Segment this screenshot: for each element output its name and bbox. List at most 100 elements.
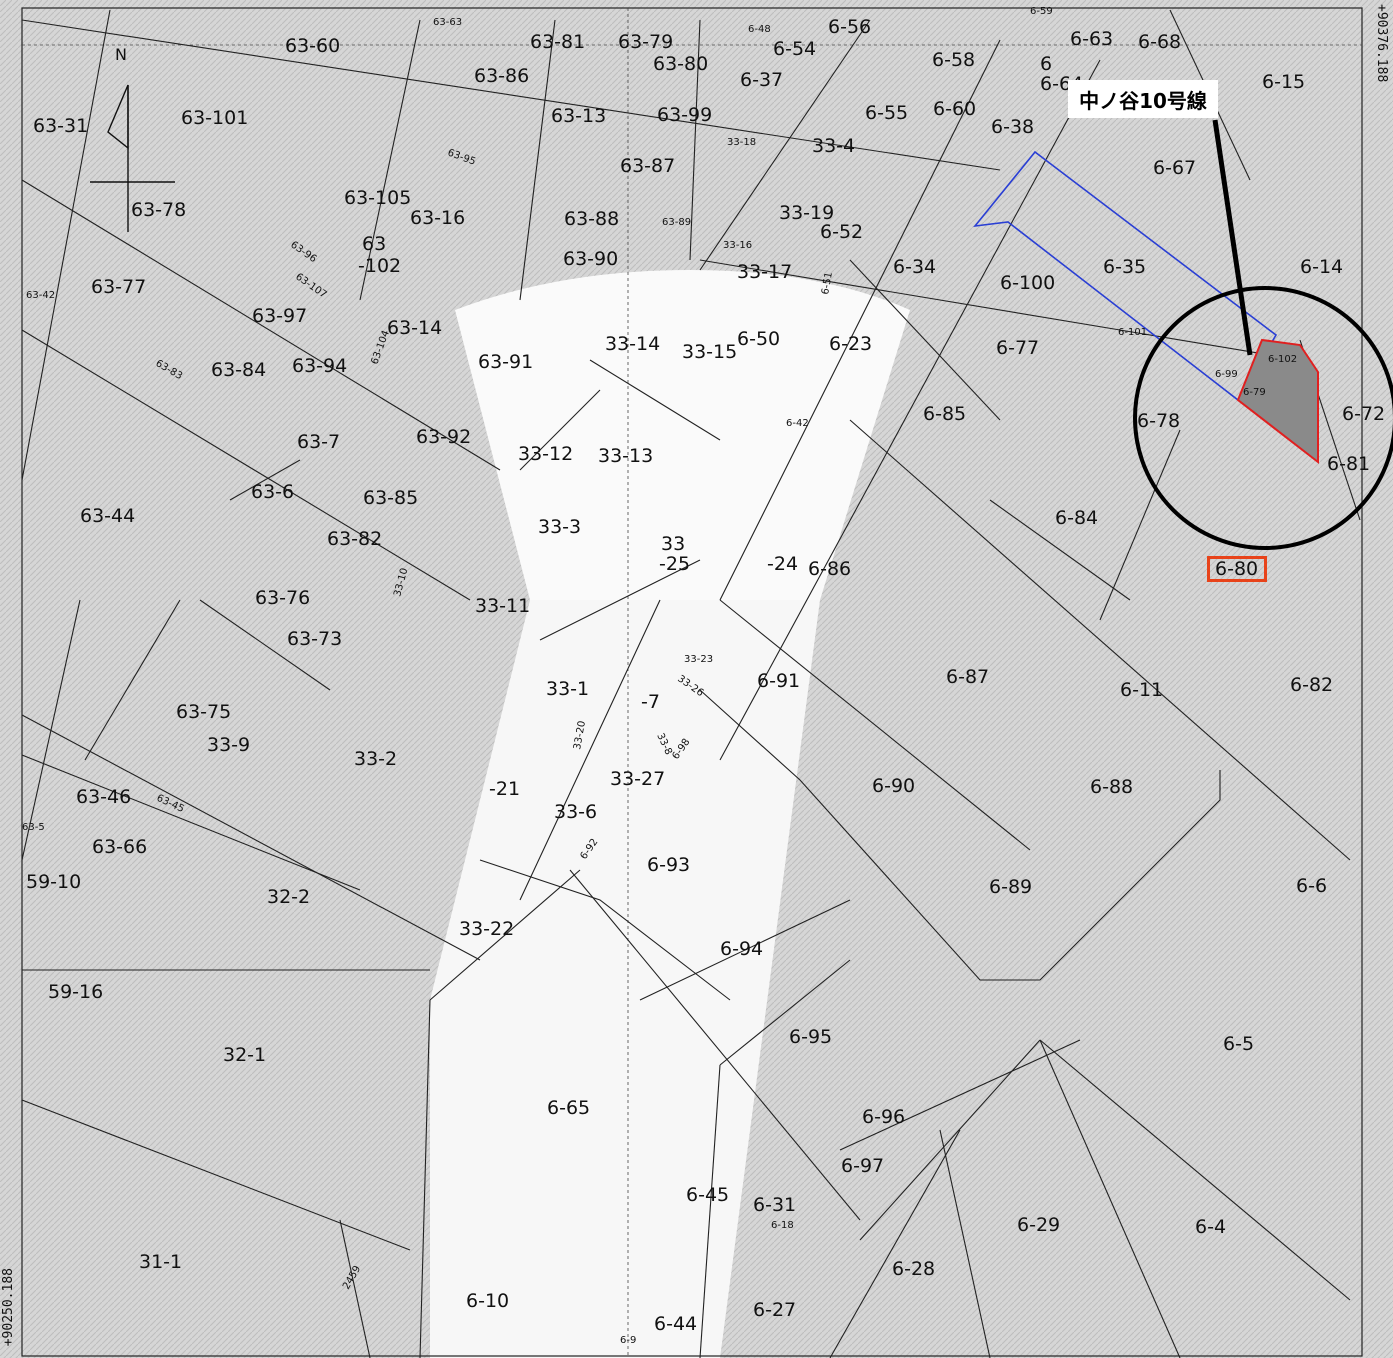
- parcel-label-45: 33-14: [605, 333, 660, 355]
- coordinate-bottom-left: +90250.188: [1, 1268, 16, 1347]
- parcel-label-69: 6-87: [946, 666, 989, 688]
- parcel-label-81: 63-46: [76, 786, 131, 808]
- parcel-label-28: 63: [362, 233, 386, 255]
- parcel-label-89: 32-2: [267, 886, 310, 908]
- parcel-label-41: 6-50: [737, 328, 780, 350]
- parcel-label-small-0: 63-63: [433, 17, 462, 28]
- parcel-label-30: 63-90: [563, 248, 618, 270]
- parcel-label-55: 63-6: [251, 481, 294, 503]
- parcel-label-8: 6-15: [1262, 71, 1305, 93]
- parcel-label-small-15: 6-99: [1215, 369, 1238, 380]
- parcel-label-95: 32-1: [223, 1044, 266, 1066]
- parcel-label-21: 6-67: [1153, 157, 1196, 179]
- callout-pointer: [1212, 119, 1253, 356]
- parcel-label-71: 6-11: [1120, 679, 1163, 701]
- parcel-label-13: 63-101: [181, 107, 248, 129]
- parcel-label-61: -25: [659, 553, 690, 575]
- parcel-label-54: 6-81: [1327, 453, 1370, 475]
- parcel-label-23: 63-16: [410, 207, 465, 229]
- parcel-label-83: 33-27: [610, 768, 665, 790]
- parcel-label-91: 6-94: [720, 938, 763, 960]
- parcel-label-38: 63-14: [387, 317, 442, 339]
- parcel-label-101: 6-29: [1017, 1214, 1060, 1236]
- parcel-label-59: 33-3: [538, 516, 581, 538]
- parcel-label-70: 6-91: [757, 670, 800, 692]
- parcel-label-16: 6-55: [865, 102, 908, 124]
- parcel-label-18: 6-38: [991, 116, 1034, 138]
- parcel-label-3: 6-56: [828, 16, 871, 38]
- parcel-label-93: 6-95: [789, 1026, 832, 1048]
- parcel-label-96: 6-65: [547, 1097, 590, 1119]
- parcel-label-85: 6-93: [647, 854, 690, 876]
- parcel-label-49: 6-72: [1342, 403, 1385, 425]
- parcel-label-14: 63-13: [551, 105, 606, 127]
- parcel-label-78: 6-90: [872, 775, 915, 797]
- parcel-label-0: 63-60: [285, 35, 340, 57]
- parcel-label-20: 63-87: [620, 155, 675, 177]
- parcel-label-64: 63-82: [327, 528, 382, 550]
- parcel-label-80: -21: [489, 778, 520, 800]
- parcel-label-102: 6-4: [1195, 1216, 1226, 1238]
- parcel-label-51: 63-92: [416, 426, 471, 448]
- route-label: 中ノ谷10号線: [1079, 88, 1207, 113]
- highlight-parcel-box: [1207, 556, 1267, 582]
- parcel-label-106: 6-27: [753, 1299, 796, 1321]
- parcel-label-small-7: 63-89: [662, 217, 691, 228]
- parcel-label-small-13: 6-101: [1118, 327, 1147, 338]
- parcel-label-10: 63-80: [653, 53, 708, 75]
- parcel-label-35: 6-14: [1300, 256, 1343, 278]
- parcel-label-79: 6-88: [1090, 776, 1133, 798]
- parcel-label-100: 6-31: [753, 1194, 796, 1216]
- parcel-label-75: 63-75: [176, 701, 231, 723]
- parcel-label-2: 63-79: [618, 31, 673, 53]
- parcel-label-90: 33-22: [459, 918, 514, 940]
- north-label: N: [115, 45, 127, 64]
- white-lower-area: [430, 600, 820, 1358]
- north-arrow: N: [90, 45, 175, 232]
- parcel-label-58: 63-44: [80, 505, 135, 527]
- parcel-label-104: 6-28: [892, 1258, 935, 1280]
- parcel-label-44: 63-91: [478, 351, 533, 373]
- parcel-label-32: 6-34: [893, 256, 936, 278]
- parcel-label-43: 6-77: [996, 337, 1039, 359]
- parcel-label-25: 63-88: [564, 208, 619, 230]
- parcel-label-98: 6-97: [841, 1155, 884, 1177]
- white-fan-area: [455, 270, 910, 600]
- parcel-label-76: 33-9: [207, 734, 250, 756]
- parcel-label-small-9: 6-51: [820, 271, 835, 295]
- parcel-label-1: 63-81: [530, 31, 585, 53]
- parcel-label-small-8: 33-16: [723, 240, 752, 251]
- parcel-label-22: 63-105: [344, 187, 411, 209]
- parcel-label-92: 59-16: [48, 981, 103, 1003]
- parcel-label-small-10: 63-42: [26, 290, 55, 301]
- parcel-label-72: 6-82: [1290, 674, 1333, 696]
- parcel-label-small-17: 6-42: [786, 418, 809, 429]
- parcel-label-94: 6-5: [1223, 1033, 1254, 1055]
- parcel-label-15: 63-99: [657, 104, 712, 126]
- parcel-label-50: 63-7: [297, 431, 340, 453]
- parcel-label-24: 63-78: [131, 199, 186, 221]
- parcel-label-34: 6-35: [1103, 256, 1146, 278]
- parcel-label-84: 63-66: [92, 836, 147, 858]
- parcel-label-small-26: 6-18: [771, 1220, 794, 1231]
- parcel-label-small-1: 6-48: [748, 24, 771, 35]
- parcel-label-77: 33-2: [354, 748, 397, 770]
- parcel-label-small-16: 6-79: [1243, 387, 1266, 398]
- parcel-label-42: 6-23: [829, 333, 872, 355]
- parcel-label-31: 33-17: [737, 261, 792, 283]
- parcel-label-53: 33-13: [598, 445, 653, 467]
- parcel-label-small-14: 6-102: [1268, 354, 1297, 365]
- parcel-label-9: 63-86: [474, 65, 529, 87]
- parcel-label-small-28: 6-9: [620, 1335, 636, 1346]
- parcel-label-60: 33: [661, 533, 685, 555]
- parcel-label-68: 63-73: [287, 628, 342, 650]
- parcel-label-small-29: 63-5: [22, 822, 45, 833]
- parcel-label-57: 6-84: [1055, 507, 1098, 529]
- parcel-label-65: 6-80: [1215, 558, 1258, 580]
- parcel-label-86: 6-89: [989, 876, 1032, 898]
- parcel-label-67: 33-11: [475, 595, 530, 617]
- parcel-label-87: 6-6: [1296, 875, 1327, 897]
- parcel-label-105: 6-10: [466, 1290, 509, 1312]
- callout-circle: [1133, 286, 1393, 550]
- parcel-label-82: 33-6: [554, 801, 597, 823]
